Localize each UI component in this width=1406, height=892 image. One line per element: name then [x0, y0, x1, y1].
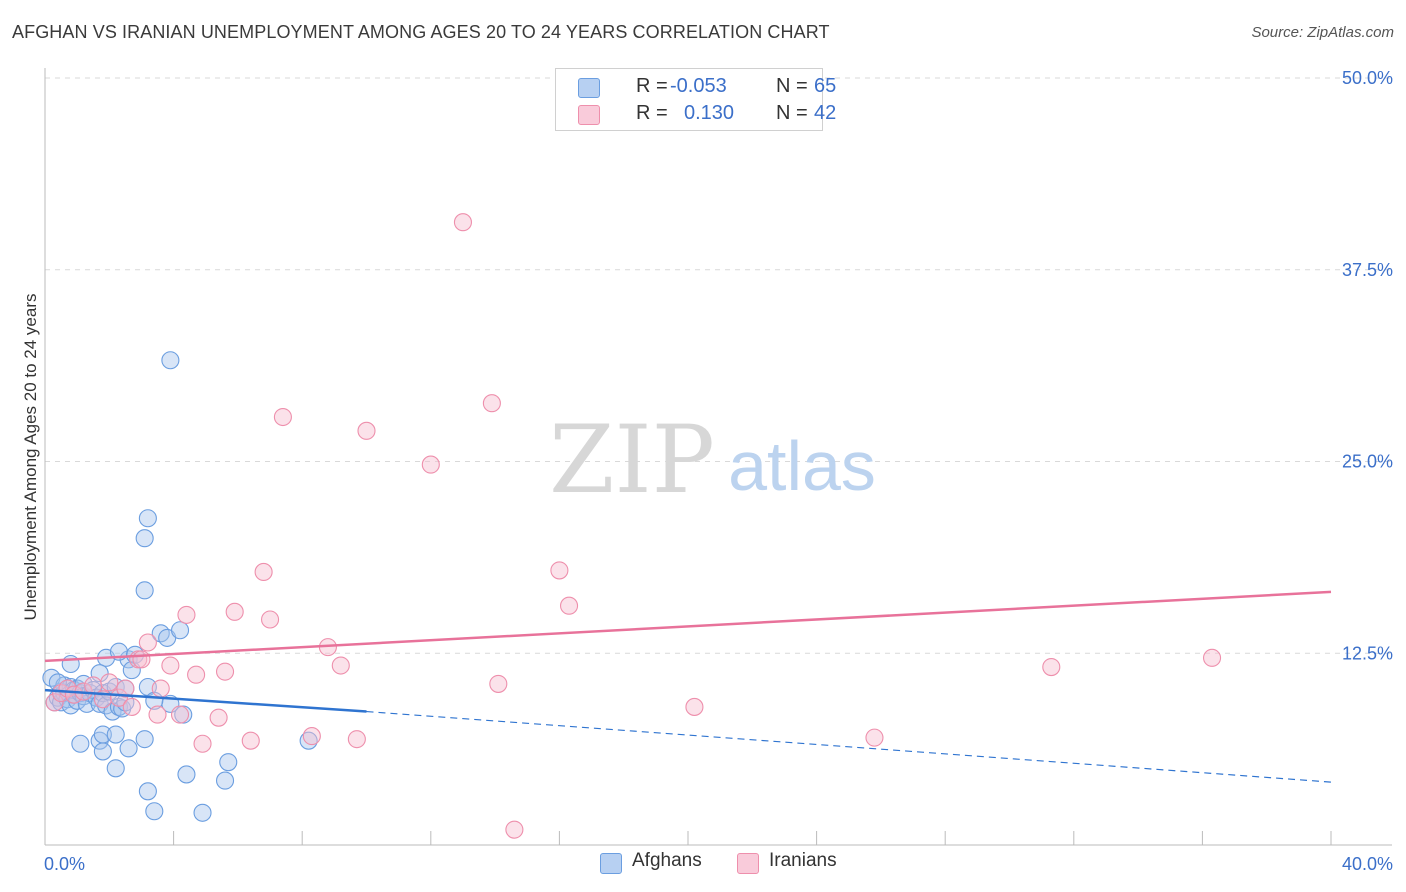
n-label: N = [776, 75, 808, 97]
iranian-point [505, 820, 524, 839]
n-label: N = [776, 102, 808, 124]
tick-labels: 12.5% 25.0% 37.5% 50.0% 0.0% 40.0% [44, 68, 1393, 874]
iranian-point [193, 734, 212, 753]
afghan-point [135, 529, 154, 548]
afghan-point [135, 730, 154, 749]
y-tick-label: 12.5% [1342, 643, 1393, 663]
iranian-point [151, 679, 170, 698]
y-tick-label: 50.0% [1342, 68, 1393, 88]
afghan-point [116, 693, 135, 712]
iranian-point [489, 674, 508, 693]
trend-lines [44, 590, 1332, 783]
iranian-point [865, 728, 884, 747]
grid-lines [45, 77, 1392, 654]
afghan-trend-extension [366, 710, 1332, 783]
iranian-point [138, 633, 157, 652]
iranian-point [357, 421, 376, 440]
afghan-point [170, 621, 190, 640]
afghan-point [177, 765, 196, 784]
iranian-point [273, 407, 292, 427]
legend-label-afghans: Afghans [632, 850, 702, 871]
iranian-point [241, 731, 260, 750]
iranian-point [260, 610, 280, 629]
afghan-point [219, 753, 238, 772]
y-axis-label: Unemployment Among Ages 20 to 24 years [21, 294, 40, 621]
iranian-point [1042, 658, 1061, 677]
iranian-point [550, 561, 569, 580]
iranian-points [45, 213, 1222, 839]
afghan-point [161, 351, 180, 370]
iranian-point [209, 708, 228, 727]
afghan-point [138, 782, 157, 801]
watermark: ZIP atlas [549, 406, 876, 515]
chart-title: AFGHAN VS IRANIAN UNEMPLOYMENT AMONG AGE… [12, 22, 830, 42]
iranian-point [347, 730, 366, 749]
iranian-point [453, 213, 473, 232]
afghan-point [193, 803, 212, 822]
afghan-point [135, 581, 154, 600]
iranian-point [559, 596, 579, 615]
iranian-point [482, 394, 501, 413]
iranian-trend-line [44, 590, 1332, 663]
axes [44, 68, 1392, 846]
y-tick-label: 37.5% [1342, 260, 1393, 280]
iranian-point [254, 562, 273, 581]
r-value: -0.053 [670, 75, 727, 97]
r-label: R = [636, 75, 668, 97]
iranian-point [1202, 648, 1222, 667]
x-tick-label: 40.0% [1342, 854, 1393, 874]
n-value: 42 [814, 102, 837, 124]
iranian-point [421, 455, 440, 474]
iranian-swatch [578, 105, 600, 125]
afghan-point [109, 697, 128, 716]
n-value: 65 [814, 75, 837, 97]
iranian-point [100, 673, 119, 692]
afghan-trend-line [44, 688, 367, 713]
y-tick-label: 25.0% [1342, 452, 1393, 472]
iranian-point [331, 656, 350, 675]
r-label: R = [636, 102, 668, 124]
iranian-point [302, 727, 321, 746]
iranian-point [116, 679, 135, 698]
source-credit: Source: ZipAtlas.com [1251, 24, 1394, 41]
iranian-point [187, 665, 206, 684]
iranian-point [161, 656, 180, 675]
iranian-point [132, 650, 151, 669]
afghan-point [71, 734, 90, 753]
afghan-point [215, 771, 235, 790]
iranian-swatch [737, 853, 759, 874]
afghan-swatch [578, 78, 600, 98]
iranian-point [148, 705, 167, 724]
correlation-legend: R = -0.053 N = 65 R = 0.130 N = 42 [555, 68, 836, 131]
iranian-point [225, 602, 244, 621]
iranian-point [45, 693, 64, 712]
afghan-swatch [600, 853, 622, 874]
afghan-point [151, 624, 170, 643]
watermark-atlas: atlas [728, 427, 876, 505]
afghan-point [93, 742, 112, 761]
afghan-point [145, 802, 164, 821]
iranian-point [685, 697, 704, 716]
iranian-point [177, 605, 196, 624]
afghan-point [119, 739, 138, 758]
x-tick-label: 0.0% [44, 854, 85, 874]
iranian-point [122, 697, 141, 716]
iranian-point [170, 705, 190, 724]
afghan-point [106, 759, 125, 778]
watermark-zip: ZIP [549, 406, 715, 515]
afghan-point [106, 725, 125, 744]
iranian-point [64, 685, 83, 704]
iranian-point [215, 662, 235, 681]
legend-label-iranians: Iranians [769, 850, 837, 871]
r-value: 0.130 [684, 102, 735, 124]
afghan-point [138, 509, 157, 528]
